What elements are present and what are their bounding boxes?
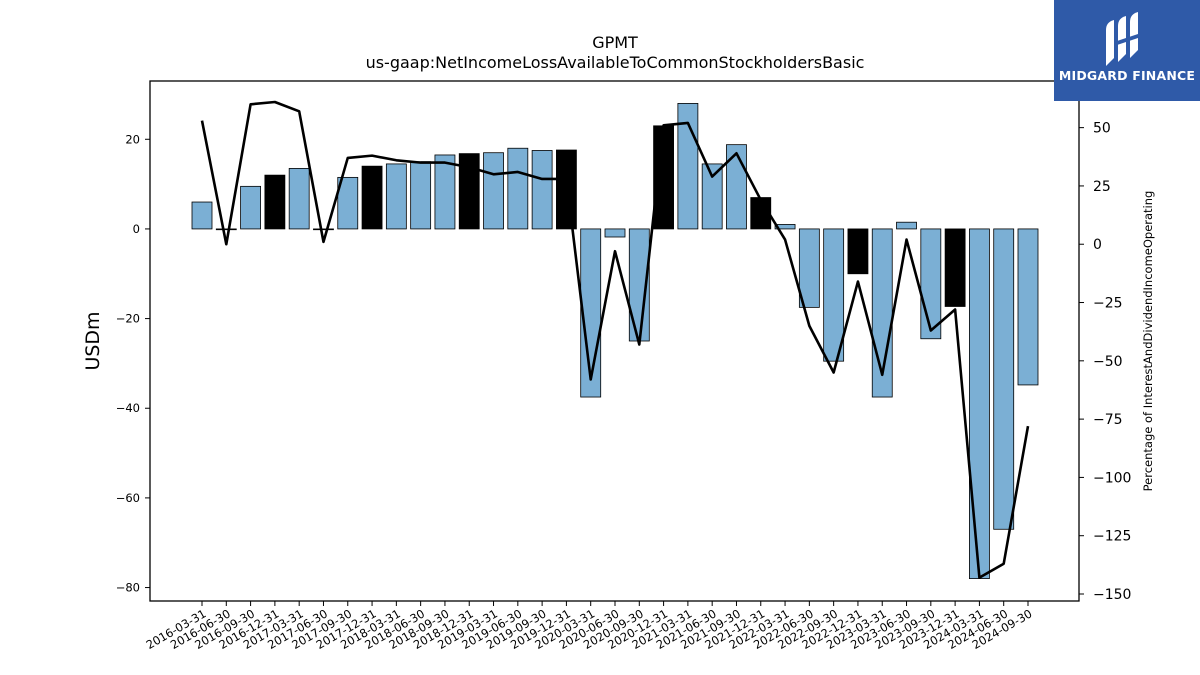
bar-2016-03-31 bbox=[191, 201, 213, 230]
y-tick-label: −60 bbox=[116, 491, 140, 505]
y2-tick-label: −50 bbox=[1093, 354, 1123, 370]
bar-2024-03-31 bbox=[969, 228, 990, 579]
ratio-line bbox=[200, 100, 1030, 579]
y-axis-label: USDm bbox=[82, 311, 104, 370]
y2-tick-label: 0 bbox=[1093, 237, 1102, 253]
bar-2017-09-30 bbox=[337, 176, 359, 230]
chart-title: GPMT bbox=[592, 33, 638, 52]
y2-tick-label: 50 bbox=[1093, 121, 1111, 137]
bar-2023-09-30 bbox=[920, 228, 942, 340]
bar-2024-06-30 bbox=[993, 228, 1015, 530]
y2-tick-label: −125 bbox=[1093, 529, 1131, 545]
bar-2017-12-31 bbox=[361, 165, 383, 230]
bar-2023-12-31 bbox=[944, 228, 966, 307]
logo: MIDGARD FINANCE bbox=[1054, 0, 1200, 101]
bar-2022-03-31 bbox=[774, 224, 796, 230]
midgard-logo-icon bbox=[1106, 12, 1138, 66]
bar-2016-06-30 bbox=[215, 228, 237, 231]
bar-2019-03-31 bbox=[483, 152, 504, 230]
bar-2019-06-30 bbox=[507, 147, 529, 230]
bar-2016-09-30 bbox=[240, 185, 261, 230]
bar-2023-06-30 bbox=[896, 221, 917, 230]
bar-2022-09-30 bbox=[823, 228, 845, 362]
chart-subtitle: us-gaap:NetIncomeLossAvailableToCommonSt… bbox=[366, 53, 865, 72]
y2-tick-label: −100 bbox=[1093, 470, 1131, 486]
bar-2022-06-30 bbox=[798, 228, 820, 308]
bar-2019-09-30 bbox=[531, 150, 553, 230]
bar-2018-09-30 bbox=[434, 154, 456, 230]
y-tick-label: 0 bbox=[133, 222, 140, 236]
bar-2017-06-30 bbox=[313, 228, 334, 231]
bar-2021-09-30 bbox=[726, 144, 747, 230]
y-tick-label: −80 bbox=[116, 581, 140, 595]
bar-2016-12-31 bbox=[264, 174, 286, 230]
y2-tick-label: −25 bbox=[1093, 296, 1123, 312]
bar-2022-12-31 bbox=[847, 228, 869, 275]
y2-axis-label: Percentage of InterestAndDividendIncomeO… bbox=[1141, 191, 1155, 492]
bar-2021-06-30 bbox=[701, 163, 723, 230]
bar-2020-06-30 bbox=[604, 228, 626, 238]
y2-tick-label: −150 bbox=[1093, 587, 1131, 603]
line-series bbox=[200, 100, 1030, 579]
bar-2017-03-31 bbox=[288, 168, 310, 230]
y-tick-label: −20 bbox=[116, 312, 140, 326]
bar-2018-06-30 bbox=[410, 161, 432, 230]
bar-2018-03-31 bbox=[385, 163, 407, 230]
y-tick-label: 20 bbox=[125, 132, 140, 146]
y-tick-label: −40 bbox=[116, 401, 140, 415]
bar-2024-09-30 bbox=[1017, 228, 1039, 386]
bar-series bbox=[191, 103, 1039, 579]
y2-tick-label: 25 bbox=[1093, 179, 1111, 195]
bar-2018-12-31 bbox=[458, 153, 480, 230]
plot-frame bbox=[149, 80, 1080, 602]
logo-text: MIDGARD FINANCE bbox=[1058, 68, 1196, 83]
y2-tick-label: −75 bbox=[1093, 412, 1123, 428]
